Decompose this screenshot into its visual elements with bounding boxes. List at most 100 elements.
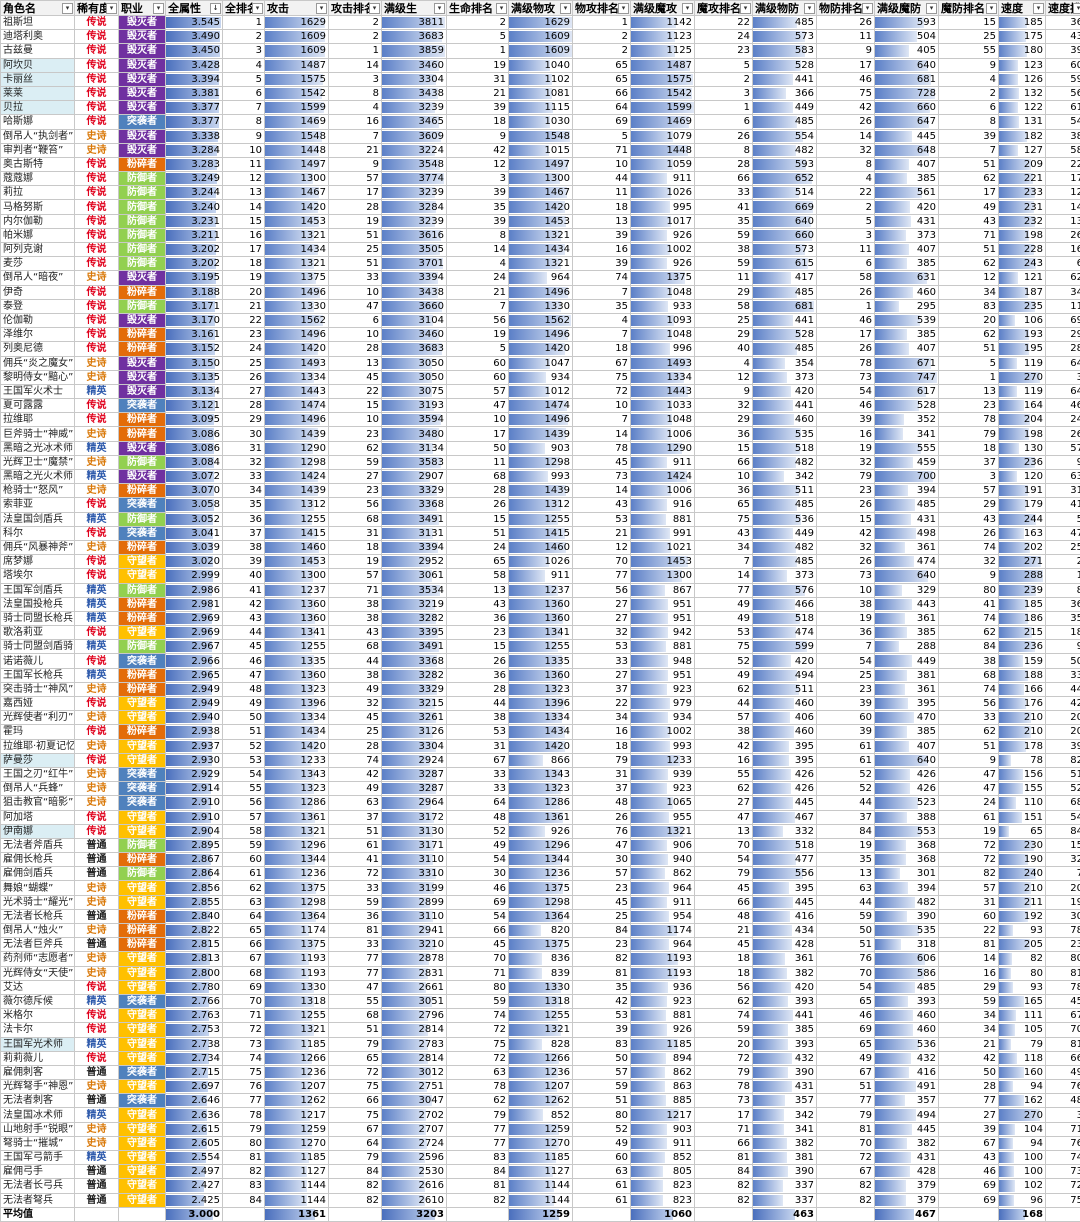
stat-bar-cell[interactable]: 3548 — [382, 157, 447, 171]
stat-bar-cell[interactable]: 3460 — [382, 328, 447, 342]
rank-cell[interactable]: 38 — [329, 597, 382, 611]
class-cell[interactable]: 粉碎者 — [119, 668, 166, 682]
rank-cell[interactable]: 53 — [573, 640, 631, 654]
class-cell[interactable]: 防御者 — [119, 455, 166, 469]
rank-cell[interactable]: 23 — [329, 427, 382, 441]
stat-bar-cell[interactable]: 3304 — [382, 72, 447, 86]
rank-cell[interactable]: 78 — [939, 413, 999, 427]
rarity-cell[interactable]: 史诗 — [75, 540, 119, 554]
rank-cell[interactable]: 56 — [573, 583, 631, 597]
rank-cell[interactable]: 69 — [1046, 313, 1080, 327]
character-name-cell[interactable]: 法皇国冰术师 — [1, 1108, 75, 1122]
character-name-cell[interactable]: 枪骑士“怒风” — [1, 484, 75, 498]
stat-bar-cell[interactable]: 2.425 — [166, 1193, 223, 1207]
rank-cell[interactable]: 35 — [695, 214, 753, 228]
stat-bar-cell[interactable]: 1174 — [631, 924, 695, 938]
stat-bar-cell[interactable]: 118 — [999, 1051, 1046, 1065]
rank-cell[interactable]: 3 — [447, 172, 509, 186]
rank-cell[interactable]: 2 — [695, 72, 753, 86]
rank-cell[interactable]: 23 — [695, 44, 753, 58]
rank-cell[interactable]: 57 — [939, 881, 999, 895]
rarity-cell[interactable]: 精英 — [75, 1037, 119, 1051]
stat-bar-cell[interactable]: 1321 — [509, 228, 573, 242]
rarity-cell[interactable]: 史诗 — [75, 682, 119, 696]
class-cell[interactable]: 守望者 — [119, 1051, 166, 1065]
rank-cell[interactable]: 34 — [939, 1023, 999, 1037]
stat-bar-cell[interactable]: 426 — [875, 782, 939, 796]
character-name-cell[interactable]: 倒吊人“烛火” — [1, 924, 75, 938]
character-name-cell[interactable]: 法皇国投枪兵 — [1, 597, 75, 611]
stat-bar-cell[interactable]: 494 — [875, 1108, 939, 1122]
rank-cell[interactable]: 51 — [329, 824, 382, 838]
rank-cell[interactable]: 24 — [447, 271, 509, 285]
stat-bar-cell[interactable]: 159 — [999, 654, 1046, 668]
rank-cell[interactable]: 19 — [817, 838, 875, 852]
rank-cell[interactable]: 65 — [573, 72, 631, 86]
rank-cell[interactable]: 33 — [573, 654, 631, 668]
stat-bar-cell[interactable]: 1497 — [265, 157, 329, 171]
character-name-cell[interactable]: 莱莱 — [1, 86, 75, 100]
rank-cell[interactable]: 5 — [223, 72, 265, 86]
class-cell[interactable]: 守望者 — [119, 753, 166, 767]
rank-cell[interactable]: 41 — [1046, 498, 1080, 512]
empty-cell[interactable] — [75, 1207, 119, 1221]
stat-bar-cell[interactable]: 2.646 — [166, 1094, 223, 1108]
stat-bar-cell[interactable]: 357 — [753, 1094, 817, 1108]
rank-cell[interactable]: 33 — [223, 470, 265, 484]
stat-bar-cell[interactable]: 385 — [875, 626, 939, 640]
stat-bar-cell[interactable]: 368 — [875, 853, 939, 867]
stat-bar-cell[interactable]: 2.636 — [166, 1108, 223, 1122]
stat-bar-cell[interactable]: 979 — [631, 697, 695, 711]
stat-bar-cell[interactable]: 341 — [875, 427, 939, 441]
stat-bar-cell[interactable]: 122 — [999, 101, 1046, 115]
rank-cell[interactable]: 41 — [939, 597, 999, 611]
filter-dropdown-icon[interactable]: ▾ — [153, 3, 164, 14]
rank-cell[interactable]: 13 — [223, 186, 265, 200]
stat-bar-cell[interactable]: 911 — [509, 569, 573, 583]
rank-cell[interactable]: 20 — [223, 285, 265, 299]
stat-bar-cell[interactable]: 852 — [509, 1108, 573, 1122]
rank-cell[interactable]: 18 — [695, 952, 753, 966]
rarity-cell[interactable]: 传说 — [75, 328, 119, 342]
stat-bar-cell[interactable]: 3859 — [382, 44, 447, 58]
rank-cell[interactable]: 20 — [1046, 725, 1080, 739]
stat-bar-cell[interactable]: 556 — [753, 867, 817, 881]
stat-bar-cell[interactable]: 3438 — [382, 285, 447, 299]
rank-cell[interactable]: 54 — [447, 853, 509, 867]
rarity-cell[interactable]: 普通 — [75, 867, 119, 881]
stat-bar-cell[interactable]: 178 — [999, 739, 1046, 753]
column-header[interactable]: 全属性↓ — [166, 1, 223, 16]
rank-cell[interactable]: 1 — [329, 44, 382, 58]
stat-bar-cell[interactable]: 1237 — [265, 583, 329, 597]
stat-bar-cell[interactable]: 78 — [999, 753, 1046, 767]
rank-cell[interactable]: 44 — [573, 172, 631, 186]
stat-bar-cell[interactable]: 1330 — [265, 299, 329, 313]
rarity-cell[interactable]: 史诗 — [75, 739, 119, 753]
rank-cell[interactable]: 80 — [939, 583, 999, 597]
character-name-cell[interactable]: 莉拉 — [1, 186, 75, 200]
rank-cell[interactable]: 47 — [329, 980, 382, 994]
character-name-cell[interactable]: 麦莎 — [1, 257, 75, 271]
stat-bar-cell[interactable]: 535 — [753, 427, 817, 441]
rank-cell[interactable]: 31 — [447, 72, 509, 86]
rank-cell[interactable]: 33 — [447, 782, 509, 796]
stat-bar-cell[interactable]: 1439 — [509, 427, 573, 441]
empty-cell[interactable] — [119, 1207, 166, 1221]
rank-cell[interactable]: 69 — [939, 1193, 999, 1207]
rank-cell[interactable]: 36 — [447, 668, 509, 682]
stat-bar-cell[interactable]: 926 — [631, 257, 695, 271]
rank-cell[interactable]: 8 — [223, 115, 265, 129]
rank-cell[interactable]: 18 — [329, 540, 382, 554]
stat-bar-cell[interactable]: 106 — [999, 313, 1046, 327]
rank-cell[interactable]: 59 — [939, 994, 999, 1008]
average-value-cell[interactable]: 1259 — [509, 1207, 573, 1221]
stat-bar-cell[interactable]: 1364 — [265, 909, 329, 923]
stat-bar-cell[interactable]: 1012 — [509, 384, 573, 398]
rank-cell[interactable]: 60 — [817, 711, 875, 725]
stat-bar-cell[interactable]: 2.949 — [166, 682, 223, 696]
rank-cell[interactable]: 58 — [447, 569, 509, 583]
rank-cell[interactable]: 39 — [817, 697, 875, 711]
rank-cell[interactable]: 41 — [695, 200, 753, 214]
rank-cell[interactable]: 26 — [223, 370, 265, 384]
rank-cell[interactable]: 61 — [939, 810, 999, 824]
